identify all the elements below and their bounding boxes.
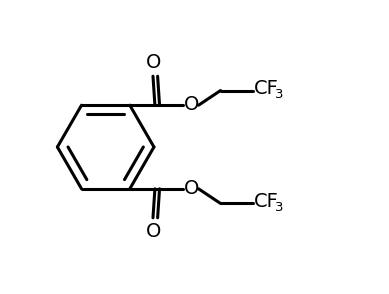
Text: O: O [145,53,161,71]
Text: CF: CF [254,79,279,98]
Text: O: O [184,95,199,114]
Text: CF: CF [254,193,279,211]
Text: O: O [145,223,161,241]
Text: O: O [184,178,199,198]
Text: 3: 3 [275,88,283,101]
Text: 3: 3 [275,201,283,214]
